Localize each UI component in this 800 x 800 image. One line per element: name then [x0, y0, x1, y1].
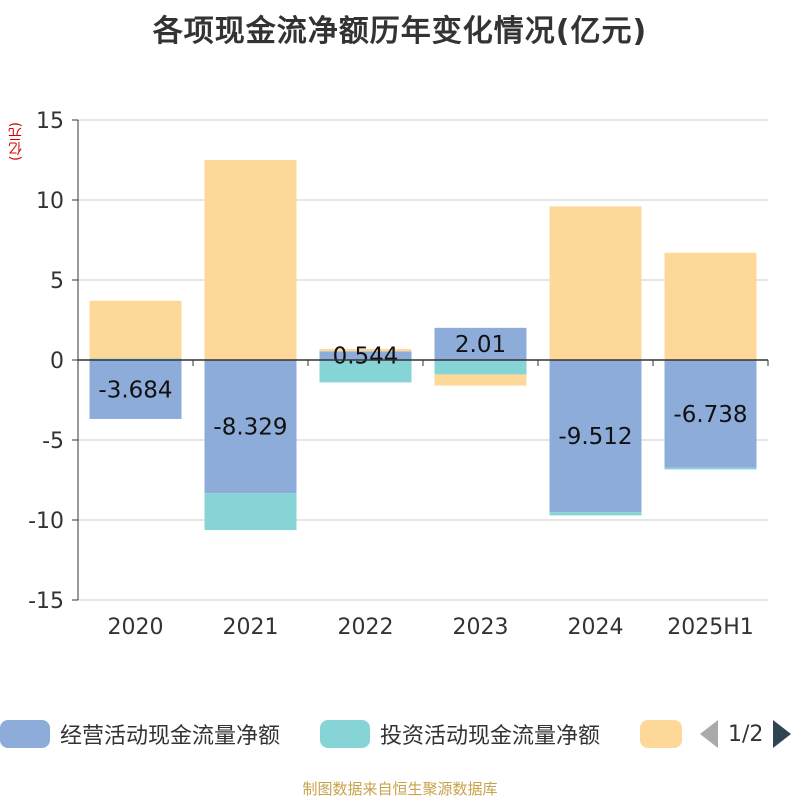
x-tick-label: 2024 [568, 615, 624, 640]
data-label-operating-2020: -3.684 [98, 377, 172, 403]
y-tick-label: 15 [36, 109, 64, 134]
bar-investing-2022 [319, 360, 412, 383]
legend: 经营活动现金流量净额 投资活动现金流量净额 1/2 [0, 714, 800, 754]
y-tick-label: 10 [36, 189, 64, 214]
legend-label-operating: 经营活动现金流量净额 [60, 724, 281, 749]
x-tick-label: 2025H1 [667, 615, 754, 640]
bar-investing-2021 [204, 493, 297, 531]
data-label-operating-2024: -9.512 [558, 424, 632, 450]
legend-swatch-operating [0, 720, 50, 748]
legend-swatch-investing [320, 720, 370, 748]
legend-label-investing: 投资活动现金流量净额 [380, 724, 601, 749]
bar-operating-2020 [89, 360, 182, 419]
data-label-operating-2025H1: -6.738 [673, 402, 747, 428]
legend-item-investing[interactable]: 投资活动现金流量净额 [320, 714, 600, 754]
prev-page-arrow-icon[interactable] [700, 720, 718, 748]
bar-financing-2023 [434, 374, 527, 386]
page-indicator: 1/2 [728, 721, 764, 747]
x-tick-label: 2021 [223, 615, 279, 640]
x-tick-label: 2023 [453, 615, 509, 640]
data-label-operating-2022: 0.544 [333, 344, 399, 370]
bar-investing-2023 [434, 360, 527, 375]
bar-chart: 15 10 5 0 -5 -10 -15 -3.684 -8.329 0.544 2.01 -9.51… [28, 109, 769, 640]
bar-financing-2024 [549, 206, 642, 360]
data-source-note: 制图数据来自恒生聚源数据库 [302, 780, 498, 798]
y-tick-label: 0 [50, 349, 64, 374]
bar-financing-2025H1 [664, 252, 757, 360]
bar-investing-2020 [89, 358, 182, 360]
y-tick-label: -5 [42, 429, 64, 454]
chart-title: 各项现金流净额历年变化情况(亿元) [152, 14, 648, 49]
bar-operating-2022 [319, 351, 412, 360]
legend-item-operating[interactable]: 经营活动现金流量净额 [0, 714, 280, 754]
bar-financing-2022 [319, 348, 412, 352]
y-tick-label: -15 [28, 589, 64, 614]
legend-swatch-financing [640, 720, 682, 748]
data-label-operating-2021: -8.329 [213, 415, 287, 441]
bar-financing-2020 [89, 300, 182, 359]
bar-operating-2024 [549, 360, 642, 513]
legend-pager: 1/2 [700, 714, 792, 754]
y-tick-label: -10 [28, 509, 64, 534]
next-page-arrow-icon[interactable] [773, 720, 792, 748]
bar-operating-2023 [434, 327, 527, 360]
x-tick-label: 2020 [108, 615, 164, 640]
bar-financing-2021 [204, 160, 297, 360]
legend-item-financing[interactable] [640, 714, 692, 754]
y-tick-label: 5 [50, 269, 64, 294]
data-label-operating-2023: 2.01 [455, 332, 506, 358]
x-tick-label: 2022 [338, 615, 394, 640]
bar-operating-2021 [204, 360, 297, 494]
bar-investing-2024 [549, 512, 642, 516]
bar-investing-2025H1 [664, 467, 757, 470]
bar-operating-2025H1 [664, 360, 757, 468]
